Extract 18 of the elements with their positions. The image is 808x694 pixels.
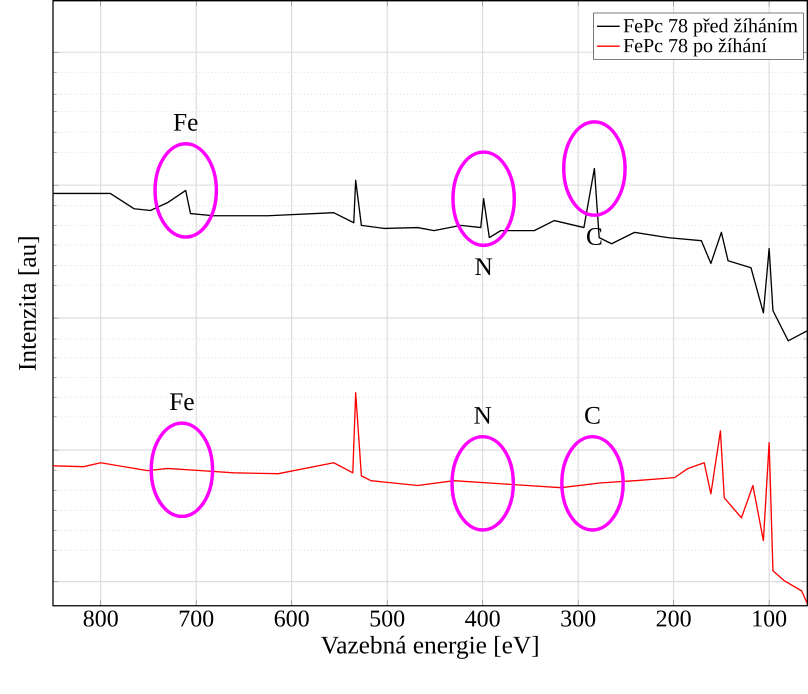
x-tick-label: 300 (561, 610, 596, 627)
annotation: C (587, 228, 602, 246)
x-axis-title: Vazebná energie [eV] (321, 636, 538, 659)
x-tick-label: 200 (656, 610, 691, 627)
annotation: N (474, 407, 492, 424)
x-tick-label: 700 (180, 610, 214, 627)
annotation: N (475, 258, 492, 276)
x-tick-label: 800 (84, 610, 118, 627)
x-tick-label: 400 (465, 610, 500, 627)
x-tick-label: 500 (370, 610, 404, 627)
annotation: Fe (170, 394, 194, 410)
y-axis-title: Intenzita [au] (18, 237, 40, 370)
x-tick-label: 100 (753, 610, 786, 627)
x-tick-label: 600 (274, 610, 309, 627)
annotation: Fe (174, 114, 198, 131)
legend-label: FePc 78 po žíhání (624, 38, 767, 57)
annotation: C (585, 406, 600, 424)
legend-label: FePc 78 před žíháním (624, 18, 798, 37)
